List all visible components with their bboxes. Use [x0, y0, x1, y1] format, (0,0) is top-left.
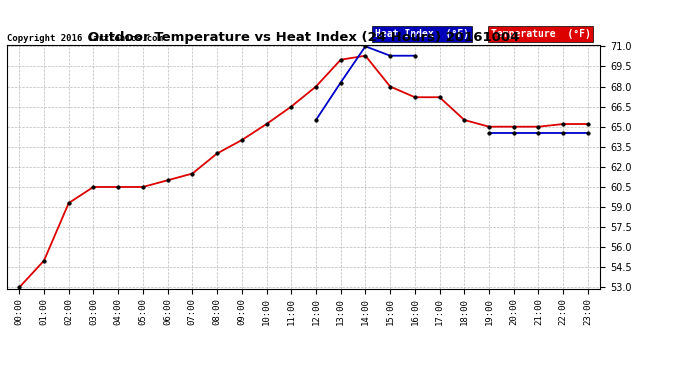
Text: Copyright 2016 Cartronics.com: Copyright 2016 Cartronics.com — [7, 34, 163, 43]
Text: Temperature  (°F): Temperature (°F) — [491, 29, 591, 39]
Text: Heat Index  (°F): Heat Index (°F) — [375, 29, 469, 39]
Title: Outdoor Temperature vs Heat Index (24 Hours) 20161004: Outdoor Temperature vs Heat Index (24 Ho… — [88, 31, 520, 44]
